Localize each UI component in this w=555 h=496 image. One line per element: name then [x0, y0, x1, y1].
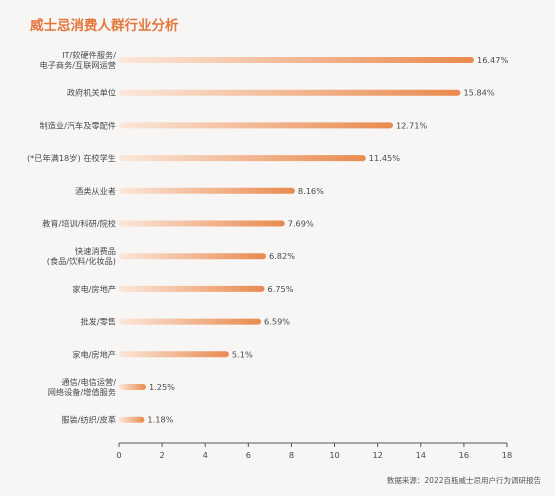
category-label: IT/软硬件服务/ — [62, 50, 116, 60]
bar — [119, 57, 475, 63]
x-tick-label: 16 — [459, 450, 469, 460]
x-tick-label: 4 — [203, 450, 208, 460]
bar — [119, 122, 393, 129]
bar — [119, 253, 267, 260]
value-label: 1.18% — [147, 415, 173, 425]
bar — [119, 89, 461, 96]
category-label: 通信/电信运营/ — [61, 377, 116, 387]
category-label: 教育/培训/科研/院校 — [42, 219, 116, 229]
category-label: 政府机关单位 — [67, 88, 116, 98]
value-label: 7.69% — [288, 219, 314, 229]
category-label: (*已年满18岁) 在校学生 — [27, 153, 116, 163]
value-label: 12.71% — [396, 120, 427, 130]
bar — [119, 384, 146, 390]
bar — [119, 416, 145, 423]
category-label: 服装/纺织/皮革 — [61, 415, 116, 425]
value-label: 6.75% — [268, 284, 294, 294]
x-tick-label: 10 — [329, 450, 339, 460]
category-label: 网络设备/增值服务 — [48, 387, 116, 397]
data-source-note: 数据来源：2022百瓶威士忌用户行为调研报告 — [386, 476, 541, 485]
x-tick-label: 2 — [160, 450, 165, 460]
category-label: 快速消费品 — [75, 246, 116, 256]
bar — [119, 351, 229, 358]
x-tick-label: 12 — [372, 450, 382, 460]
category-label: 批发/零售 — [80, 317, 116, 327]
category-label: 制造业/汽车及零配件 — [40, 120, 116, 130]
bar — [119, 285, 265, 292]
value-label: 16.47% — [477, 55, 508, 65]
value-label: 8.16% — [298, 186, 324, 196]
x-tick-label: 8 — [289, 450, 294, 460]
category-label: 酒类从业者 — [75, 186, 116, 196]
category-label: 家电/房地产 — [72, 349, 116, 359]
category-label: 电子商务/互联网运营 — [40, 60, 116, 70]
x-tick-label: 18 — [502, 450, 512, 460]
value-label: 6.82% — [269, 251, 295, 261]
bar — [119, 155, 366, 162]
bar — [119, 318, 262, 325]
chart-title: 威士忌消费人群行业分析 — [30, 18, 179, 34]
value-label: 1.25% — [149, 382, 175, 392]
value-label: 11.45% — [369, 153, 400, 163]
value-label: 5.1% — [232, 349, 253, 359]
category-label: 家电/房地产 — [72, 284, 116, 294]
x-tick-label: 6 — [246, 450, 251, 460]
x-tick-label: 0 — [116, 450, 121, 460]
bar — [119, 187, 295, 194]
bar — [119, 220, 285, 227]
x-tick-label: 14 — [416, 450, 426, 460]
value-label: 15.84% — [463, 88, 494, 98]
value-label: 6.59% — [264, 317, 290, 327]
category-label: (食品/饮料/化妆品) — [47, 256, 116, 266]
